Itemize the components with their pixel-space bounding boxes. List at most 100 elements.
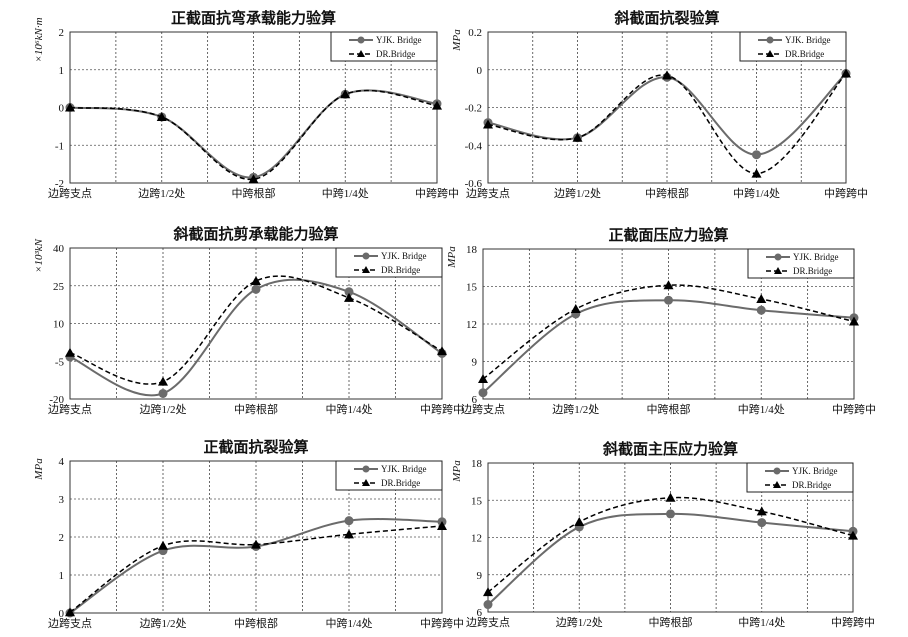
chart-panel-3: -20 -5 10 25 40 边跨支点 边跨1/2处 中跨根部 中跨1/4处 中跨跨中 斜截面抗剪…	[33, 225, 464, 416]
legend-label: YJK. Bridge	[785, 35, 831, 45]
chart-panel-2: -0.6 -0.4 -0.2 0 0.2 边跨支点 边跨1/2处 中跨根部 中跨1/4处 中跨跨中…	[451, 9, 868, 200]
x-tick-label: 中跨根部	[649, 615, 693, 629]
data-point-triangle	[344, 292, 354, 302]
y-tick-label: -0.4	[465, 140, 483, 152]
x-tick-label: 边跨支点	[48, 403, 92, 416]
data-point-triangle	[665, 492, 676, 502]
y-axis-label: ×10⁶kN·m	[33, 17, 45, 62]
series-yjk	[483, 509, 858, 610]
data-point-circle	[757, 518, 767, 528]
legend-marker-circle	[773, 467, 781, 475]
data-point-triangle	[65, 607, 75, 617]
data-point-circle	[251, 284, 261, 294]
y-tick-label: -1	[55, 140, 64, 152]
data-point-triangle	[662, 70, 672, 80]
legend-label: YJK. Bridge	[792, 466, 838, 476]
legend-marker-triangle	[362, 479, 370, 486]
y-tick-label: -0.2	[465, 103, 482, 115]
legend: YJK. Bridge DR.Bridge	[335, 460, 443, 491]
data-point-triangle	[572, 132, 583, 142]
y-tick-label: 6	[472, 394, 478, 406]
legend-box	[335, 460, 443, 491]
data-point-triangle	[156, 111, 167, 121]
y-tick-label: -2	[55, 178, 64, 190]
chart-title: 斜截面主压应力验算	[602, 440, 738, 458]
x-tick-label: 中跨1/4处	[325, 617, 372, 630]
legend: YJK. Bridge DR.Bridge	[335, 247, 443, 278]
y-tick-label: 15	[471, 495, 483, 507]
legend: YJK. Bridge DR.Bridge	[747, 248, 855, 279]
data-point-triangle	[848, 530, 858, 540]
y-axis-label: MPa	[33, 458, 45, 481]
y-tick-label: 0	[477, 65, 483, 77]
x-tick-label: 中跨根部	[645, 186, 689, 200]
plot-border	[69, 247, 443, 400]
legend-label: DR.Bridge	[793, 266, 832, 276]
y-tick-label: 0	[59, 608, 65, 620]
legend-box	[335, 247, 443, 278]
legend: YJK. Bridge DR.Bridge	[739, 31, 847, 62]
series-line	[487, 73, 847, 175]
data-point-triangle	[158, 376, 168, 386]
series-dr	[483, 68, 851, 178]
y-tick-label: 6	[477, 607, 483, 619]
x-tick-label: 边跨1/2处	[556, 616, 603, 629]
x-tick-label: 边跨1/2处	[139, 403, 186, 416]
y-tick-label: 1	[59, 570, 65, 582]
data-point-triangle	[432, 100, 442, 110]
y-tick-label: 4	[59, 456, 65, 468]
x-tick-label: 中跨1/4处	[738, 616, 785, 629]
legend-marker-triangle	[774, 267, 782, 274]
data-point-triangle	[251, 539, 261, 549]
chart-title: 正截面压应力验算	[608, 226, 728, 244]
y-tick-label: 0	[59, 103, 65, 115]
series-dr	[65, 89, 442, 184]
y-tick-label: -20	[49, 394, 64, 406]
y-axis-label: MPa	[451, 460, 463, 483]
data-point-circle	[483, 600, 493, 610]
legend-box	[330, 31, 438, 62]
chart-title: 斜截面抗剪承载能力验算	[172, 225, 338, 243]
y-tick-label: -0.6	[465, 178, 483, 190]
x-tick-label: 中跨跨中	[415, 187, 459, 200]
y-tick-label: 10	[53, 319, 65, 331]
legend-marker-triangle	[357, 50, 365, 57]
y-tick-label: 1	[59, 65, 65, 77]
legend: YJK. Bridge DR.Bridge	[746, 462, 854, 493]
data-point-triangle	[483, 587, 493, 597]
legend-box	[747, 248, 855, 279]
series-dr	[483, 492, 858, 597]
legend-label: DR.Bridge	[381, 478, 420, 488]
chart-title: 正截面抗弯承载能力验算	[171, 9, 336, 27]
y-tick-label: -5	[55, 356, 65, 368]
data-point-circle	[666, 509, 675, 519]
data-point-triangle	[841, 68, 851, 78]
x-tick-label: 边跨1/2处	[554, 187, 601, 200]
y-tick-label: 9	[477, 570, 483, 582]
chart-title: 斜截面抗裂验算	[613, 9, 719, 27]
y-tick-label: 9	[472, 357, 478, 369]
y-axis-label: MPa	[446, 246, 458, 269]
x-tick-label: 边跨支点	[461, 403, 505, 416]
series-dr	[65, 520, 447, 617]
data-point-circle	[344, 516, 354, 526]
legend-label: YJK. Bridge	[381, 251, 427, 261]
data-point-circle	[756, 305, 766, 315]
data-point-circle	[158, 388, 168, 398]
series-dr	[478, 280, 859, 383]
y-tick-label: 2	[59, 27, 65, 39]
data-point-triangle	[437, 520, 447, 530]
x-tick-label: 边跨1/2处	[139, 617, 186, 630]
data-point-triangle	[756, 294, 767, 303]
x-tick-label: 边跨支点	[466, 187, 510, 200]
y-axis-label: MPa	[451, 29, 463, 52]
y-tick-label: 3	[59, 494, 65, 506]
x-tick-label: 中跨1/4处	[738, 403, 785, 416]
x-tick-label: 中跨跨中	[831, 616, 875, 629]
x-tick-label: 边跨1/2处	[138, 187, 185, 200]
data-point-triangle	[849, 316, 859, 326]
data-point-circle	[344, 287, 354, 297]
y-tick-label: 25	[53, 281, 65, 293]
legend-marker-circle	[774, 253, 782, 261]
